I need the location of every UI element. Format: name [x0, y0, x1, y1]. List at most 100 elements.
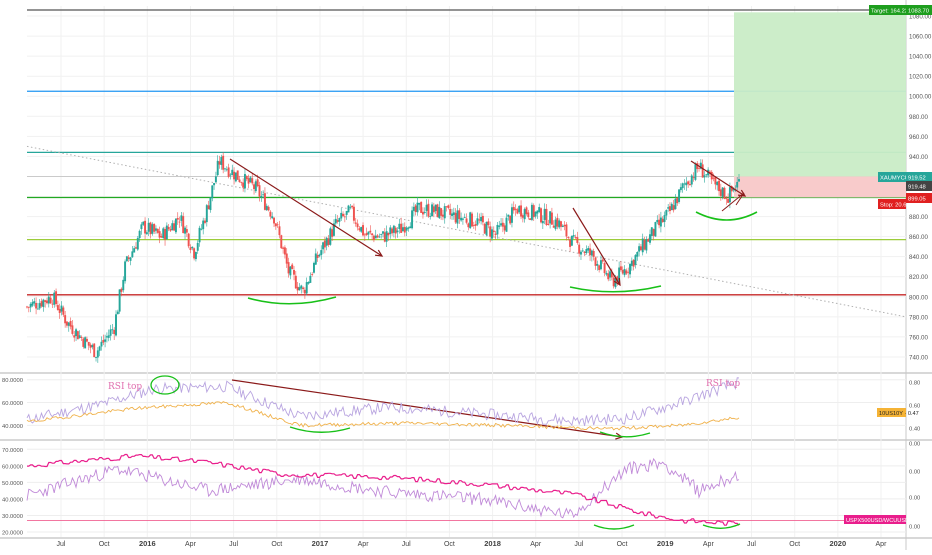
- rsi-left-tick: 40.0000: [2, 424, 23, 430]
- x-tick-label: Oct: [444, 541, 455, 548]
- candle-body: [725, 198, 728, 200]
- candle-body: [676, 197, 679, 204]
- candle-body: [659, 217, 662, 227]
- candle-body: [547, 223, 550, 225]
- candle-body: [282, 247, 285, 249]
- candle-body: [728, 187, 731, 203]
- candle-body: [461, 218, 464, 220]
- candle-body: [100, 341, 103, 347]
- candle-body: [505, 217, 508, 232]
- x-tick-label: Jul: [57, 541, 66, 548]
- x-tick-label: Oct: [617, 541, 628, 548]
- candle-body: [102, 339, 105, 343]
- candle-body: [194, 252, 197, 260]
- candle-body: [274, 223, 277, 227]
- candle-body: [44, 300, 47, 303]
- candle-body: [263, 193, 266, 210]
- candle-body: [378, 236, 381, 238]
- candle-body: [224, 168, 226, 170]
- target-level-badge-bg: [906, 5, 932, 15]
- support-curve: [695, 211, 758, 221]
- candle-body: [35, 303, 38, 309]
- candle-body: [569, 239, 572, 247]
- candle-body: [318, 254, 321, 257]
- ratio-badge: USPX500USD/WCUUSD · 0.00: [846, 518, 925, 524]
- candle-body: [681, 183, 684, 189]
- candle-body: [583, 251, 586, 254]
- ratio-panel: 70.0000 60.0000 50.0000 40.0000 30.0000 20.00…: [2, 442, 925, 537]
- candle-body: [394, 227, 397, 234]
- candle-body: [703, 175, 706, 178]
- candle-body: [667, 207, 670, 209]
- candle-body: [389, 227, 392, 235]
- candle-body: [316, 255, 319, 258]
- candle-body: [520, 205, 523, 217]
- candle-body: [376, 235, 379, 238]
- candle-body: [349, 206, 352, 208]
- candle-body: [654, 222, 657, 237]
- candle-body: [616, 276, 619, 283]
- x-tick-label: 2018: [484, 539, 501, 548]
- candle-body: [164, 228, 167, 240]
- candle-body: [570, 235, 573, 246]
- candle-body: [427, 203, 430, 217]
- candle-body: [329, 228, 332, 245]
- candle-body: [165, 225, 168, 240]
- candle-body: [360, 226, 363, 232]
- candle-body: [325, 237, 328, 246]
- candle-body: [618, 267, 621, 283]
- candle-body: [705, 174, 708, 176]
- candle-body: [162, 228, 165, 239]
- candle-body: [147, 222, 150, 232]
- candle-body: [253, 184, 256, 190]
- candle-body: [581, 250, 584, 252]
- candle-body: [67, 322, 70, 326]
- candle-body: [129, 257, 132, 261]
- ratio-right-tick: 0.00: [909, 442, 920, 448]
- rsi-badge: 10US10Y · 0.47: [879, 411, 919, 417]
- x-tick-label: Apr: [703, 541, 715, 548]
- candle-body: [363, 234, 366, 236]
- candle-body: [590, 250, 593, 256]
- candle-body: [429, 216, 432, 217]
- x-tick-label: 2020: [829, 539, 846, 548]
- candle-body: [645, 239, 648, 251]
- candle-body: [714, 176, 717, 185]
- x-tick-label: Apr: [876, 541, 888, 548]
- ratio-badge-bg: [844, 515, 906, 524]
- candle-body: [627, 271, 630, 273]
- candle-body: [196, 242, 199, 251]
- candle-body: [380, 234, 383, 235]
- candle-body: [362, 225, 364, 236]
- candle-body: [209, 197, 212, 211]
- current-price-badge: 919.52: [908, 176, 926, 182]
- rsi-right-tick: 0.40: [909, 426, 920, 432]
- candle-body: [354, 222, 357, 224]
- candle-body: [481, 215, 484, 223]
- candle-body: [541, 220, 544, 224]
- dotted-trendline: [26, 145, 907, 318]
- candle-body: [104, 339, 107, 342]
- x-tick-label: Oct: [789, 541, 800, 548]
- x-tick-label: Jul: [747, 541, 756, 548]
- candle-body: [538, 207, 541, 212]
- candle-body: [33, 301, 36, 304]
- candle-body: [142, 221, 145, 225]
- rsi-right-tick: 0.80: [909, 381, 920, 387]
- candle-body: [458, 210, 461, 219]
- y-tick-label: 1040.00: [909, 54, 932, 61]
- x-tick-label: Oct: [99, 541, 110, 548]
- trend-arrow-small: [721, 192, 745, 212]
- x-tick-label: Jul: [402, 541, 411, 548]
- candle-body: [396, 230, 399, 233]
- ratio-right-tick: 0.00: [909, 496, 920, 502]
- candle-body: [596, 264, 599, 266]
- candle-body: [665, 210, 668, 216]
- x-tick-label: Oct: [271, 541, 282, 548]
- candle-body: [536, 210, 539, 214]
- candle-body: [51, 303, 54, 305]
- candle-body: [280, 235, 283, 249]
- candle-body: [510, 207, 513, 223]
- candle-body: [432, 206, 435, 213]
